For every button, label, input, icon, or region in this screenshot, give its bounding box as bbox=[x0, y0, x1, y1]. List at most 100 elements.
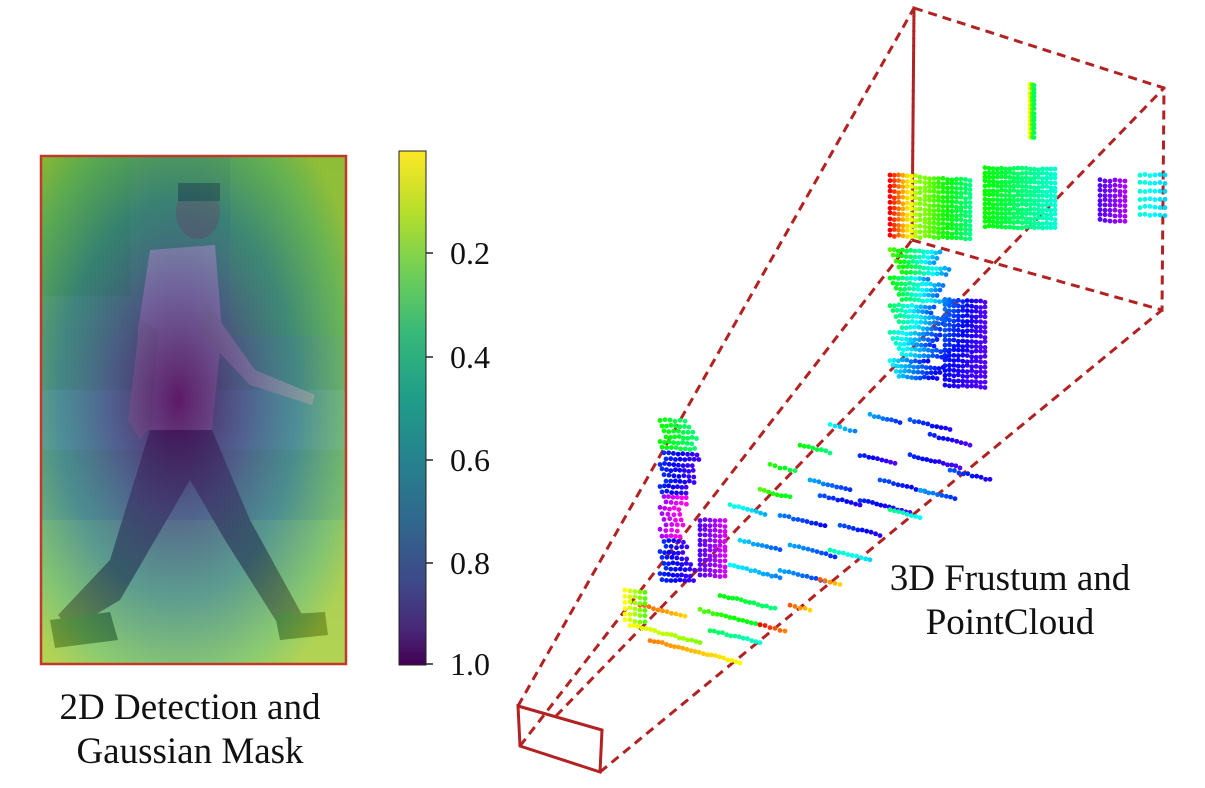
point-cloud-point bbox=[978, 364, 983, 370]
point-cloud-point bbox=[896, 319, 902, 325]
point-cloud-point bbox=[904, 184, 910, 189]
point-cloud-point bbox=[951, 358, 957, 363]
point-cloud-point bbox=[696, 649, 702, 655]
point-cloud-point bbox=[745, 636, 750, 642]
point-cloud-point bbox=[1147, 188, 1153, 194]
point-cloud-point bbox=[909, 195, 914, 201]
point-cloud-point bbox=[627, 612, 633, 617]
frustum-far-top bbox=[910, 7, 916, 241]
point-cloud-point bbox=[887, 221, 893, 227]
point-cloud-point bbox=[934, 424, 940, 429]
point-cloud-point bbox=[727, 502, 733, 507]
point-cloud-point bbox=[662, 461, 667, 466]
point-cloud-point bbox=[896, 190, 901, 196]
point-cloud-point bbox=[1031, 98, 1037, 103]
point-cloud-point bbox=[664, 578, 669, 583]
point-cloud-point bbox=[725, 657, 731, 663]
point-cloud-point bbox=[816, 479, 822, 485]
point-cloud-point bbox=[679, 556, 685, 562]
point-cloud-point bbox=[951, 313, 957, 319]
point-cloud-point bbox=[666, 461, 672, 467]
point-cloud-point bbox=[1142, 172, 1148, 177]
point-cloud-point bbox=[850, 526, 856, 531]
point-cloud-point bbox=[896, 194, 901, 200]
point-cloud-point bbox=[740, 618, 746, 623]
point-cloud-point bbox=[659, 511, 665, 517]
point-cloud-point bbox=[736, 504, 742, 509]
point-cloud-point bbox=[1052, 193, 1058, 199]
point-cloud-point bbox=[697, 606, 703, 612]
point-cloud-point bbox=[1040, 184, 1045, 190]
point-cloud-point bbox=[812, 478, 817, 484]
point-cloud-point bbox=[637, 595, 643, 601]
point-cloud-point bbox=[942, 306, 948, 312]
point-cloud-point bbox=[982, 374, 988, 379]
point-cloud-point bbox=[900, 184, 906, 190]
point-cloud-point bbox=[1048, 225, 1054, 231]
point-cloud-point bbox=[1048, 171, 1054, 177]
point-cloud-point bbox=[827, 422, 833, 427]
point-cloud-point bbox=[927, 194, 932, 200]
point-cloud-point bbox=[817, 577, 823, 582]
point-cloud-point bbox=[913, 190, 919, 196]
point-cloud-point bbox=[940, 226, 946, 231]
point-cloud-point bbox=[834, 484, 840, 490]
point-cloud-point bbox=[925, 265, 931, 271]
point-cloud-point bbox=[999, 187, 1004, 193]
point-cloud-point bbox=[764, 544, 770, 549]
point-cloud-point bbox=[978, 384, 983, 390]
point-cloud-point bbox=[646, 604, 652, 610]
point-cloud-point bbox=[955, 372, 961, 378]
point-cloud-point bbox=[722, 548, 728, 553]
point-cloud-point bbox=[917, 264, 923, 270]
point-cloud-point bbox=[768, 605, 774, 611]
point-cloud-point bbox=[900, 264, 906, 270]
point-cloud-point bbox=[684, 556, 690, 562]
point-cloud-point bbox=[990, 174, 996, 180]
point-cloud-point bbox=[777, 547, 783, 553]
point-cloud-point bbox=[686, 424, 692, 430]
point-cloud-point bbox=[900, 194, 906, 200]
point-cloud-point bbox=[947, 322, 952, 328]
point-cloud-point bbox=[922, 188, 928, 194]
point-cloud-point bbox=[782, 465, 788, 471]
point-cloud-point bbox=[921, 292, 927, 298]
point-cloud-point bbox=[920, 326, 926, 332]
point-cloud-point bbox=[702, 517, 708, 522]
point-cloud-point bbox=[951, 327, 957, 333]
point-cloud-point bbox=[637, 601, 643, 606]
point-cloud-point bbox=[622, 600, 628, 605]
point-cloud-point bbox=[737, 660, 743, 666]
point-cloud-point bbox=[934, 255, 940, 261]
point-cloud-point bbox=[905, 303, 910, 309]
point-cloud-point bbox=[804, 573, 810, 579]
point-cloud-point bbox=[913, 218, 919, 224]
point-cloud-point bbox=[947, 377, 952, 383]
point-cloud-point bbox=[920, 298, 926, 304]
point-cloud-point bbox=[978, 348, 983, 354]
point-cloud-point bbox=[912, 324, 918, 330]
point-cloud-point bbox=[927, 229, 932, 234]
point-cloud-point bbox=[900, 291, 906, 297]
point-cloud-point bbox=[908, 359, 914, 365]
point-cloud-point bbox=[931, 176, 937, 182]
point-cloud-point bbox=[909, 484, 914, 490]
point-cloud-point bbox=[870, 455, 876, 461]
point-cloud-point bbox=[727, 562, 733, 568]
point-cloud-point bbox=[982, 201, 988, 207]
point-cloud-point bbox=[890, 252, 896, 258]
point-cloud-point bbox=[669, 610, 674, 616]
frustum-far-face bbox=[910, 5, 1166, 312]
point-cloud-point bbox=[954, 226, 959, 232]
point-cloud-point bbox=[832, 548, 837, 554]
point-cloud-point bbox=[891, 247, 897, 253]
point-cloud-point bbox=[717, 518, 723, 523]
point-cloud-point bbox=[670, 560, 676, 566]
point-cloud-point bbox=[927, 233, 932, 239]
point-cloud-point bbox=[673, 517, 678, 523]
point-cloud-point bbox=[879, 457, 885, 463]
point-cloud-point bbox=[891, 508, 897, 514]
point-cloud-point bbox=[670, 484, 676, 490]
point-cloud-point bbox=[905, 319, 911, 325]
